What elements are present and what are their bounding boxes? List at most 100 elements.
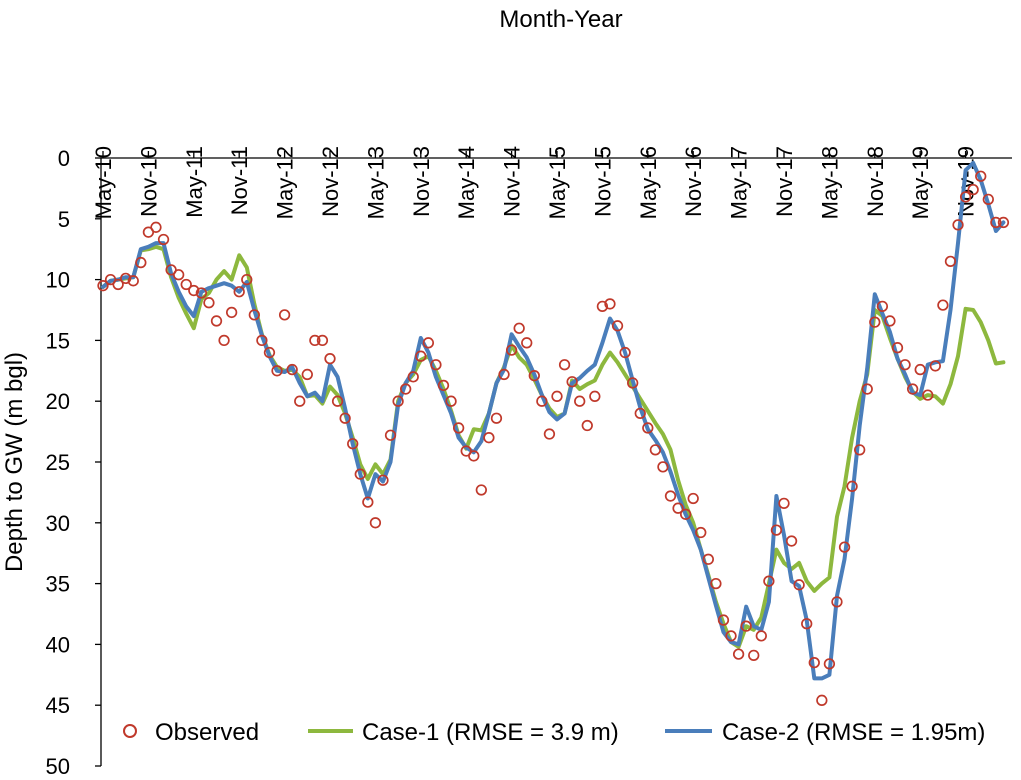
- observed-point: [816, 694, 828, 706]
- observed-point: [241, 273, 253, 286]
- observed-point: [975, 170, 987, 182]
- y-axis-title: Depth to GW (m bgl): [1, 352, 28, 572]
- observed-point: [528, 370, 540, 382]
- observed-point: [672, 502, 684, 514]
- observed-point: [536, 395, 548, 407]
- observed-point: [778, 497, 790, 509]
- observed-point: [195, 287, 208, 299]
- observed-point: [627, 377, 639, 389]
- observed-point: [271, 365, 283, 377]
- y-tick-label: 10: [46, 268, 70, 293]
- observed-point: [884, 315, 896, 327]
- observed-point: [838, 541, 851, 553]
- observed-point: [263, 346, 276, 359]
- observed-point: [982, 193, 994, 205]
- x-tick-label: May-19: [908, 146, 933, 219]
- observed-point: [823, 658, 836, 670]
- observed-point: [475, 484, 487, 496]
- x-tick-label: Nov-14: [500, 146, 525, 217]
- observed-point: [498, 368, 510, 381]
- x-tick-label: Nov-16: [681, 146, 706, 217]
- observed-point: [990, 216, 1002, 229]
- observed-point: [362, 496, 374, 508]
- observed-point: [127, 275, 139, 287]
- observed-point: [634, 407, 646, 420]
- observed-point: [906, 383, 919, 395]
- observed-point: [301, 368, 313, 381]
- legend-observed-marker: [123, 724, 137, 738]
- observed-point: [725, 630, 737, 642]
- y-tick-label: 30: [46, 511, 70, 536]
- x-tick-label: May-17: [727, 146, 752, 219]
- observed-point: [188, 284, 200, 297]
- plot-series: [97, 160, 1010, 706]
- y-tick-label: 5: [58, 207, 70, 232]
- observed-point: [952, 219, 964, 231]
- observed-point: [702, 553, 714, 565]
- observed-point: [490, 412, 503, 424]
- observed-point: [286, 363, 298, 376]
- observed-point: [558, 359, 571, 371]
- observed-point: [679, 508, 692, 520]
- observed-point: [452, 422, 465, 434]
- observed-point: [937, 299, 949, 311]
- observed-point: [256, 334, 268, 347]
- observed-point: [959, 191, 972, 203]
- observed-point: [483, 432, 495, 444]
- x-tick-label: May-13: [363, 146, 388, 219]
- y-tick-label: 20: [46, 389, 70, 414]
- observed-point: [339, 412, 351, 424]
- observed-point: [566, 376, 578, 388]
- observed-point: [914, 363, 926, 376]
- observed-point: [589, 390, 601, 402]
- observed-point: [309, 334, 321, 347]
- observed-point: [369, 517, 382, 529]
- y-axis-ticks: 0 5 10 15 20 25 30 35 40 45 50: [46, 146, 101, 779]
- y-tick-label: 50: [46, 754, 70, 779]
- observed-point: [218, 334, 230, 347]
- case-2-line: [101, 160, 1006, 681]
- observed-point: [468, 450, 480, 462]
- observed-point: [687, 492, 699, 505]
- x-tick-label: May-10: [91, 146, 116, 219]
- observed-point: [891, 342, 904, 354]
- observed-point: [415, 350, 427, 362]
- observed-point: [225, 306, 238, 319]
- y-tick-label: 45: [46, 693, 70, 718]
- observed-point: [611, 320, 624, 332]
- x-axis-title: Month-Year: [499, 6, 622, 33]
- x-tick-label: May-15: [545, 146, 570, 219]
- observed-point: [876, 300, 889, 313]
- observed-point: [657, 461, 669, 473]
- x-tick-label: May-12: [273, 146, 298, 219]
- observed-point: [619, 346, 631, 359]
- observed-point: [233, 286, 245, 298]
- observed-point: [97, 280, 109, 292]
- y-tick-label: 0: [58, 146, 70, 171]
- observed-point: [157, 233, 170, 246]
- x-tick-label: May-11: [182, 146, 207, 218]
- observed-point: [392, 395, 404, 407]
- legend-observed-label: Observed: [155, 719, 259, 746]
- observed-points: [97, 170, 1010, 706]
- legend-case-1-label: Case-1 (RMSE = 3.9 m): [362, 719, 619, 746]
- observed-point: [604, 298, 616, 310]
- observed-point: [505, 344, 518, 356]
- observed-point: [763, 575, 775, 587]
- observed-point: [437, 379, 450, 392]
- x-tick-label: May-14: [454, 146, 479, 219]
- observed-point: [596, 300, 609, 313]
- x-tick-label: Nov-10: [136, 146, 161, 217]
- observed-point: [581, 419, 593, 432]
- observed-point: [278, 309, 291, 321]
- legend: Observed Case-1 (RMSE = 3.9 m) Case-2 (RMS…: [123, 719, 985, 746]
- x-tick-label: Nov-11: [227, 146, 252, 215]
- observed-point: [755, 630, 767, 642]
- observed-point: [846, 480, 858, 492]
- observed-point: [740, 620, 752, 632]
- x-tick-label: May-16: [636, 146, 661, 219]
- observed-point: [150, 221, 162, 233]
- observed-point: [649, 444, 662, 456]
